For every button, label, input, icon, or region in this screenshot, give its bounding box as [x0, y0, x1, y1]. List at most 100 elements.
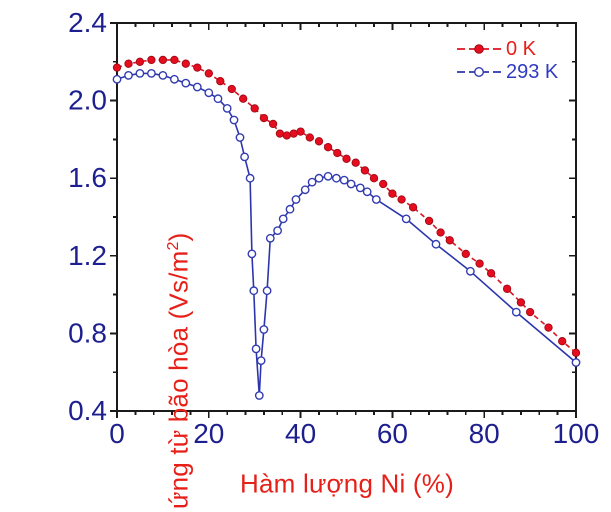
data-point [158, 71, 168, 80]
data-point [259, 113, 269, 123]
data-point [525, 307, 535, 317]
data-point [181, 78, 191, 88]
data-point [112, 63, 122, 72]
data-point [300, 185, 310, 195]
y-tick-label: 1.6 [68, 162, 107, 193]
data-point [307, 177, 317, 187]
data-point [362, 187, 372, 197]
data-point [445, 236, 454, 245]
data-point [268, 119, 278, 129]
data-point [465, 266, 475, 276]
data-point [289, 129, 298, 138]
data-point [147, 55, 156, 65]
data-point [511, 307, 521, 317]
data-point [323, 143, 333, 152]
data-point [291, 195, 301, 204]
data-point [222, 104, 232, 113]
data-point [351, 158, 360, 167]
y-tick-label: 2.0 [68, 85, 107, 116]
legend-entry-0k: 0 K [456, 37, 558, 60]
x-axis-title: Hàm lượng Ni (%) [240, 468, 454, 499]
data-point [424, 216, 434, 226]
y-tick-label: 0.8 [68, 317, 107, 348]
data-point [229, 115, 239, 125]
data-point [124, 59, 133, 68]
data-point [181, 59, 190, 68]
data-point [216, 77, 225, 86]
data-point [360, 166, 370, 175]
y-tick-label: 1.2 [68, 240, 107, 271]
y-tick-label: 2.4 [68, 7, 107, 38]
data-point [235, 133, 245, 142]
data-point [170, 55, 179, 65]
data-point [278, 214, 288, 224]
y-axis-title: Cảm ứng từ bão hòa (Vs/m2) [164, 233, 195, 512]
data-point [431, 239, 441, 249]
legend-swatch-filled-circle-icon [457, 43, 501, 54]
series-293K [112, 69, 581, 400]
data-point [254, 391, 264, 400]
data-point [204, 69, 213, 78]
data-point [305, 133, 314, 142]
data-point [249, 286, 259, 296]
data-point [256, 356, 266, 365]
data-point [379, 179, 388, 189]
data-point [475, 259, 484, 268]
data-point [285, 204, 295, 214]
x-tick-label: 80 [469, 418, 500, 449]
data-point [227, 84, 236, 94]
legend-swatch-open-circle-icon [457, 66, 501, 77]
x-tick-label: 100 [553, 418, 600, 449]
data-point [262, 286, 272, 296]
data-point [436, 228, 445, 237]
y-axis-title-close: ) [163, 232, 194, 242]
data-point [135, 57, 145, 66]
data-point [369, 174, 379, 183]
data-point [158, 55, 168, 65]
data-point [333, 148, 342, 158]
data-point [193, 63, 202, 72]
plot-frame [116, 22, 577, 412]
y-axis-title-text: Cảm ứng từ bão hòa (Vs/m [163, 250, 194, 512]
data-point [461, 249, 470, 259]
data-point [259, 325, 269, 334]
data-point [239, 94, 248, 103]
x-tick-label: 0 [109, 418, 125, 449]
data-point [558, 337, 567, 346]
data-point [124, 71, 133, 80]
data-point [355, 183, 365, 193]
data-point [282, 131, 291, 140]
data-point [247, 249, 257, 259]
data-point [342, 154, 351, 163]
data-point [296, 127, 305, 136]
data-point [516, 298, 526, 307]
x-tick-label: 60 [377, 418, 408, 449]
data-point [213, 94, 223, 104]
data-point [401, 214, 411, 224]
data-point [204, 88, 214, 98]
series-0K [112, 55, 581, 357]
data-point [275, 129, 285, 138]
legend-label-0k: 0 K [506, 37, 537, 60]
y-tick-label: 0.4 [68, 395, 107, 426]
data-point [397, 195, 406, 204]
y-axis-title-superscript: 2 [164, 241, 183, 251]
data-point [240, 152, 250, 162]
data-point [571, 348, 581, 357]
data-point [323, 171, 333, 181]
x-tick-label: 40 [285, 418, 316, 449]
legend-entry-293k: 293 K [456, 60, 558, 83]
data-point [486, 269, 496, 278]
tick-labels: 0 20 40 60 80 100 0.4 0.8 1.2 1.6 2.0 2.4 [68, 7, 599, 449]
data-point [408, 203, 418, 212]
data-point [339, 175, 349, 185]
data-point [146, 69, 156, 78]
data-point [265, 233, 275, 243]
data-point [544, 323, 553, 332]
data-point [250, 104, 259, 113]
data-point [346, 179, 356, 189]
data-point [251, 344, 261, 354]
data-point [169, 74, 179, 84]
